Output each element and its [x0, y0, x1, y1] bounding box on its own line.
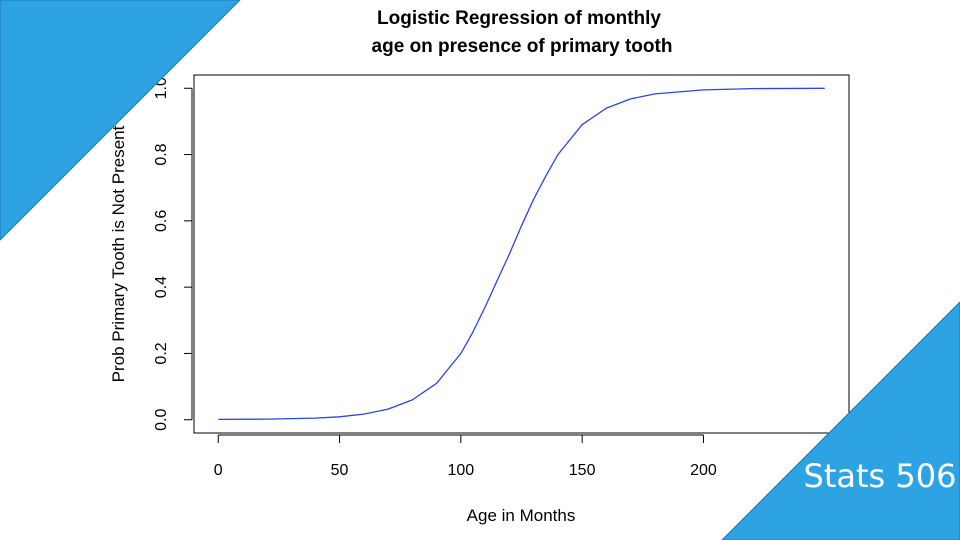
- corner-triangle-top-left: [0, 0, 241, 241]
- chart-title-line-2: age on presence of primary tooth: [372, 36, 673, 57]
- course-label: Stats 506: [804, 457, 957, 495]
- y-tick-label: 0.0: [153, 409, 170, 431]
- x-axis: 0 50 100 150 200: [214, 434, 717, 479]
- y-tick-label: 0.4: [153, 276, 170, 298]
- series-layer: [218, 87, 825, 421]
- y-tick-label: 0.6: [153, 210, 170, 232]
- y-tick-label: 0.8: [153, 143, 170, 165]
- chart-title-line-1: Logistic Regression of monthly: [377, 8, 661, 29]
- x-tick-label: 100: [448, 462, 475, 479]
- y-tick-label: 0.2: [153, 342, 170, 364]
- x-tick-label: 150: [569, 462, 596, 479]
- y-axis-label: Prob Primary Tooth is Not Present: [109, 125, 128, 382]
- x-tick-label: 50: [331, 462, 349, 479]
- y-axis: 0.00.20.40.60.81.0: [153, 77, 193, 431]
- x-axis-label: Age in Months: [467, 506, 576, 525]
- corner-triangle-bottom-right: [721, 301, 960, 540]
- x-tick-label: 200: [690, 462, 717, 479]
- series-line-0: [218, 87, 825, 421]
- x-tick-label: 0: [214, 462, 223, 479]
- plot-frame: [193, 74, 850, 434]
